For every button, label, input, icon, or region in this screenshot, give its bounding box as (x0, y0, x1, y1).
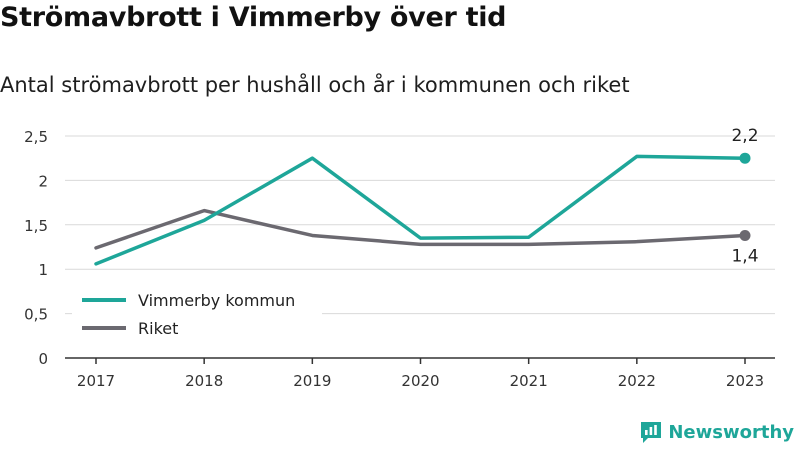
x-tick-label: 2018 (185, 372, 223, 390)
newsworthy-logo-icon (641, 422, 662, 443)
series-end-label-0: 2,2 (731, 126, 758, 146)
y-tick-label: 2 (38, 172, 48, 190)
newsworthy-logo-text: Newsworthy (668, 421, 794, 443)
y-tick-label: 1 (38, 261, 48, 279)
end-labels: 1,4 2,2 (731, 126, 758, 266)
chart-title: Strömavbrott i Vimmerby över tid (0, 2, 507, 33)
y-axis-ticks: 0 0,5 1 1,5 2 2,5 (24, 128, 48, 368)
series-end-point-1 (739, 229, 751, 241)
x-tick-label: 2017 (77, 372, 115, 390)
legend-label-0: Vimmerby kommun (138, 291, 295, 310)
series-lines (94, 152, 751, 266)
x-tick-label: 2023 (726, 372, 764, 390)
y-tick-label: 0 (38, 350, 48, 368)
y-tick-label: 0,5 (24, 306, 48, 324)
y-tick-label: 1,5 (24, 217, 48, 235)
newsworthy-logo: Newsworthy (639, 420, 794, 444)
chart-subtitle: Antal strömavbrott per hushåll och år i … (0, 73, 630, 97)
x-tick-label: 2021 (510, 372, 548, 390)
legend: Vimmerby kommun Riket (72, 284, 322, 344)
x-tick-label: 2020 (401, 372, 439, 390)
legend-label-1: Riket (138, 319, 178, 338)
x-axis-ticks: 2017 2018 2019 2020 2021 2022 2023 (77, 358, 764, 390)
x-tick-label: 2022 (618, 372, 656, 390)
x-tick-label: 2019 (293, 372, 331, 390)
series-line-0 (94, 154, 747, 266)
y-tick-label: 2,5 (24, 128, 48, 146)
legend-background (72, 284, 322, 344)
series-end-point-0 (739, 152, 751, 164)
series-end-label-1: 1,4 (731, 246, 758, 266)
series-line-1 (94, 208, 747, 250)
